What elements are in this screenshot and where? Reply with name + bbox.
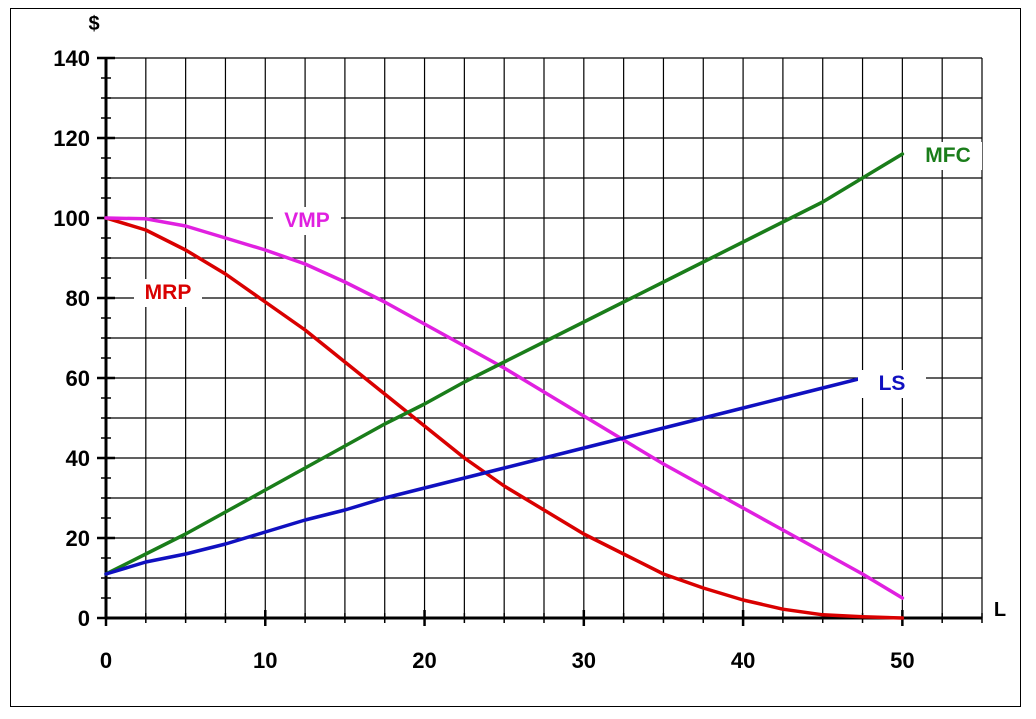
series-label-background — [914, 142, 982, 170]
x-axis-label: L — [994, 599, 1006, 621]
series-label-background — [858, 370, 926, 398]
y-tick-label: 100 — [53, 206, 90, 231]
y-tick-label: 140 — [53, 46, 90, 71]
series-line-mfc — [104, 152, 905, 576]
x-tick-label: 40 — [731, 648, 755, 673]
y-tick-label: 120 — [53, 126, 90, 151]
y-axis-label: $ — [88, 13, 99, 35]
series-lines — [104, 152, 905, 620]
y-tick-label: 40 — [66, 446, 90, 471]
series-line-ls — [104, 376, 865, 576]
y-tick-label: 80 — [66, 286, 90, 311]
y-tick-label: 0 — [78, 606, 90, 631]
series-label-background — [134, 279, 202, 307]
series-label-background — [273, 207, 341, 235]
x-tick-label: 0 — [100, 648, 112, 673]
x-tick-label: 10 — [253, 648, 277, 673]
chart-frame — [10, 8, 1021, 707]
series-label-mfc: MFC — [925, 144, 971, 167]
series-label-mrp: MRP — [145, 281, 192, 304]
grid-lines — [106, 57, 983, 618]
series-line-mrp — [104, 216, 905, 620]
labels: $ L 0 20 40 60 80 100 120 140 0 10 20 30 40 50 MRP VMP M… — [53, 13, 1006, 673]
series-label-ls: LS — [879, 372, 906, 395]
x-tick-label: 20 — [412, 648, 436, 673]
series-label-vmp: VMP — [284, 209, 330, 232]
series-line-vmp — [104, 216, 905, 600]
y-tick-label: 20 — [66, 526, 90, 551]
axes — [97, 56, 983, 626]
x-tick-label: 50 — [890, 648, 914, 673]
y-tick-label: 60 — [66, 366, 90, 391]
x-tick-label: 30 — [572, 648, 596, 673]
